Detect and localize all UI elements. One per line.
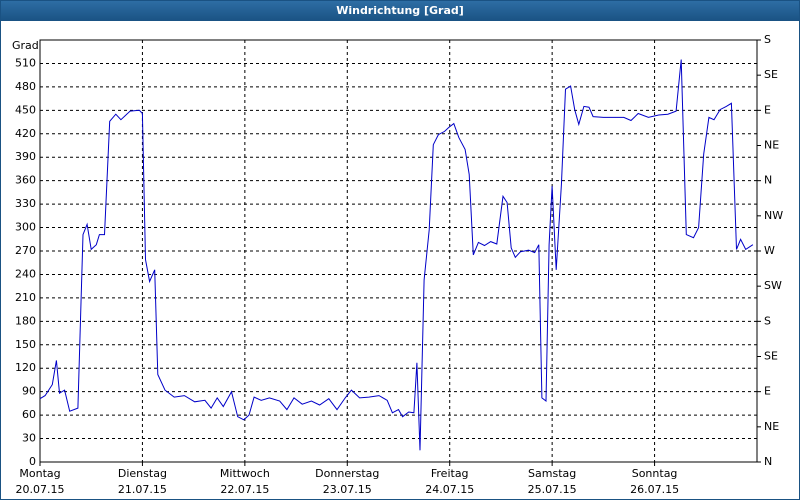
y-tick-label: 450 [15,103,36,116]
chart-title: Windrichtung [Grad] [336,4,464,17]
y-tick-label: 210 [15,291,36,304]
y2-tick-label: NE [764,139,779,152]
y2-tick-label: NE [764,420,779,433]
y2-tick-label: W [764,244,775,257]
y-axis-label: Grad [12,39,39,52]
x-tick-date: 21.07.15 [118,483,167,496]
y2-tick-label: SE [764,68,778,81]
y2-tick-label: N [764,455,772,468]
x-tick-date: 25.07.15 [528,483,577,496]
x-tick-date: 20.07.15 [16,483,65,496]
x-tick-date: 24.07.15 [425,483,474,496]
y2-tick-label: N [764,174,772,187]
y-tick-label: 480 [15,80,36,93]
plot-border [39,39,758,463]
x-tick-date: 23.07.15 [323,483,372,496]
y-tick-label: 300 [15,221,36,234]
x-tick-label: Samstag [528,467,576,480]
data-line [39,59,754,451]
y2-tick-label: NW [764,209,783,222]
x-tick-label: Donnerstag [315,467,379,480]
x-tick-label: Sonntag [632,467,678,480]
x-tick-label: Montag [19,467,60,480]
x-tick-date: 26.07.15 [630,483,679,496]
x-tick-label: Mittwoch [220,467,270,480]
y-tick-label: 90 [22,385,36,398]
plot-area [40,40,757,462]
y2-tick-label: S [764,33,771,46]
y2-tick-label: SE [764,350,778,363]
y2-tick-label: S [764,314,771,327]
y-tick-label: 420 [15,127,36,140]
y-tick-label: 240 [15,267,36,280]
y-tick-label: 0 [29,455,36,468]
y2-tick-label: E [764,103,771,116]
y2-tick-label: SW [764,279,782,292]
y-tick-label: 330 [15,197,36,210]
y-tick-label: 30 [22,432,36,445]
x-tick-label: Dienstag [118,467,167,480]
y-tick-label: 180 [15,314,36,327]
x-tick-date: 22.07.15 [220,483,269,496]
y-tick-label: 270 [15,244,36,257]
y-tick-label: 120 [15,361,36,374]
y-tick-label: 510 [15,56,36,69]
y-tick-label: 60 [22,408,36,421]
y2-tick-label: E [764,385,771,398]
y-tick-label: 390 [15,150,36,163]
y-tick-label: 150 [15,338,36,351]
y-tick-label: 360 [15,174,36,187]
x-tick-label: Freitag [431,467,469,480]
title-bar [0,0,800,21]
